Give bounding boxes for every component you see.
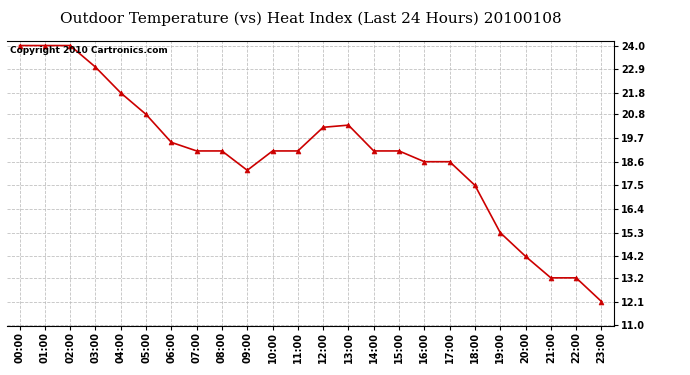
Text: Copyright 2010 Cartronics.com: Copyright 2010 Cartronics.com [10,45,168,54]
Text: Outdoor Temperature (vs) Heat Index (Last 24 Hours) 20100108: Outdoor Temperature (vs) Heat Index (Las… [60,11,561,26]
